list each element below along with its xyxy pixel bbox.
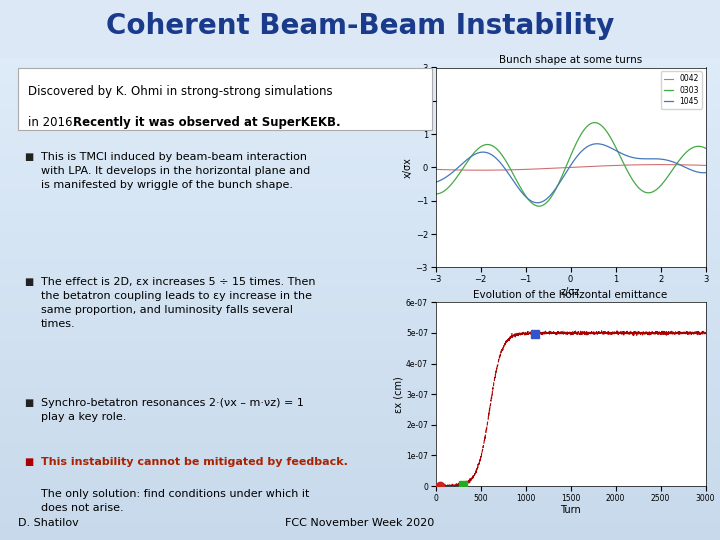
Text: This instability cannot be mitigated by feedback.: This instability cannot be mitigated by …: [41, 457, 348, 467]
1045: [593, 140, 601, 147]
Text: ■: ■: [24, 457, 33, 467]
Text: Synchro-betatron resonances 2·(νx – m·νz) = 1
play a key role.: Synchro-betatron resonances 2·(νx – m·νz…: [41, 397, 304, 422]
Text: This is TMCI induced by beam-beam interaction
with LPA. It develops in the horiz: This is TMCI induced by beam-beam intera…: [41, 152, 310, 190]
0042: [696, 162, 704, 168]
0042: [476, 167, 485, 173]
1045: [593, 140, 602, 147]
0042: [653, 161, 662, 168]
1045: [562, 170, 570, 176]
X-axis label: Turn: Turn: [560, 505, 581, 515]
Line: 0042: 0042: [436, 165, 706, 170]
Y-axis label: x/σx: x/σx: [402, 157, 413, 178]
Text: Discovered by K. Ohmi in strong-strong simulations: Discovered by K. Ohmi in strong-strong s…: [28, 85, 333, 98]
Y-axis label: εx (cm): εx (cm): [393, 376, 403, 413]
1045: [560, 172, 569, 179]
Text: in 2016.: in 2016.: [28, 116, 84, 129]
0303: [593, 120, 602, 126]
0303: [535, 203, 544, 210]
Text: D. Shatilov: D. Shatilov: [18, 518, 78, 528]
0042: [657, 161, 665, 168]
0042: [593, 163, 601, 170]
0042: [701, 162, 710, 168]
Text: ■: ■: [24, 152, 33, 162]
0303: [701, 145, 710, 152]
Title: Evolution of the horizontal emittance: Evolution of the horizontal emittance: [474, 290, 667, 300]
0042: [562, 164, 570, 171]
Text: FCC November Week 2020: FCC November Week 2020: [285, 518, 435, 528]
Legend: 0042, 0303, 1045: 0042, 0303, 1045: [661, 71, 702, 109]
1045: [654, 156, 662, 162]
Text: The effect is 2D, εx increases 5 ÷ 15 times. Then
the betatron coupling leads to: The effect is 2D, εx increases 5 ÷ 15 ti…: [41, 276, 315, 328]
0303: [590, 119, 599, 126]
Text: The only solution: find conditions under which it
does not arise.: The only solution: find conditions under…: [41, 489, 309, 513]
Text: Recently it was observed at SuperKEKB.: Recently it was observed at SuperKEKB.: [73, 116, 341, 129]
X-axis label: z/σz: z/σz: [561, 287, 580, 296]
0303: [654, 185, 662, 192]
0303: [560, 167, 569, 174]
Line: 1045: 1045: [436, 144, 706, 203]
Title: Bunch shape at some turns: Bunch shape at some turns: [499, 55, 642, 65]
0042: [578, 164, 587, 170]
1045: [701, 170, 710, 176]
Text: ■: ■: [24, 397, 33, 408]
Line: 0303: 0303: [436, 123, 706, 206]
Text: ■: ■: [24, 276, 33, 287]
0303: [696, 143, 704, 150]
1045: [696, 169, 704, 176]
0042: [431, 166, 440, 173]
1045: [578, 147, 587, 154]
1045: [533, 200, 541, 206]
0042: [560, 165, 569, 171]
0303: [431, 191, 440, 197]
1045: [431, 179, 440, 186]
Text: Coherent Beam-Beam Instability: Coherent Beam-Beam Instability: [106, 12, 614, 40]
0303: [578, 129, 587, 136]
0303: [562, 164, 570, 170]
